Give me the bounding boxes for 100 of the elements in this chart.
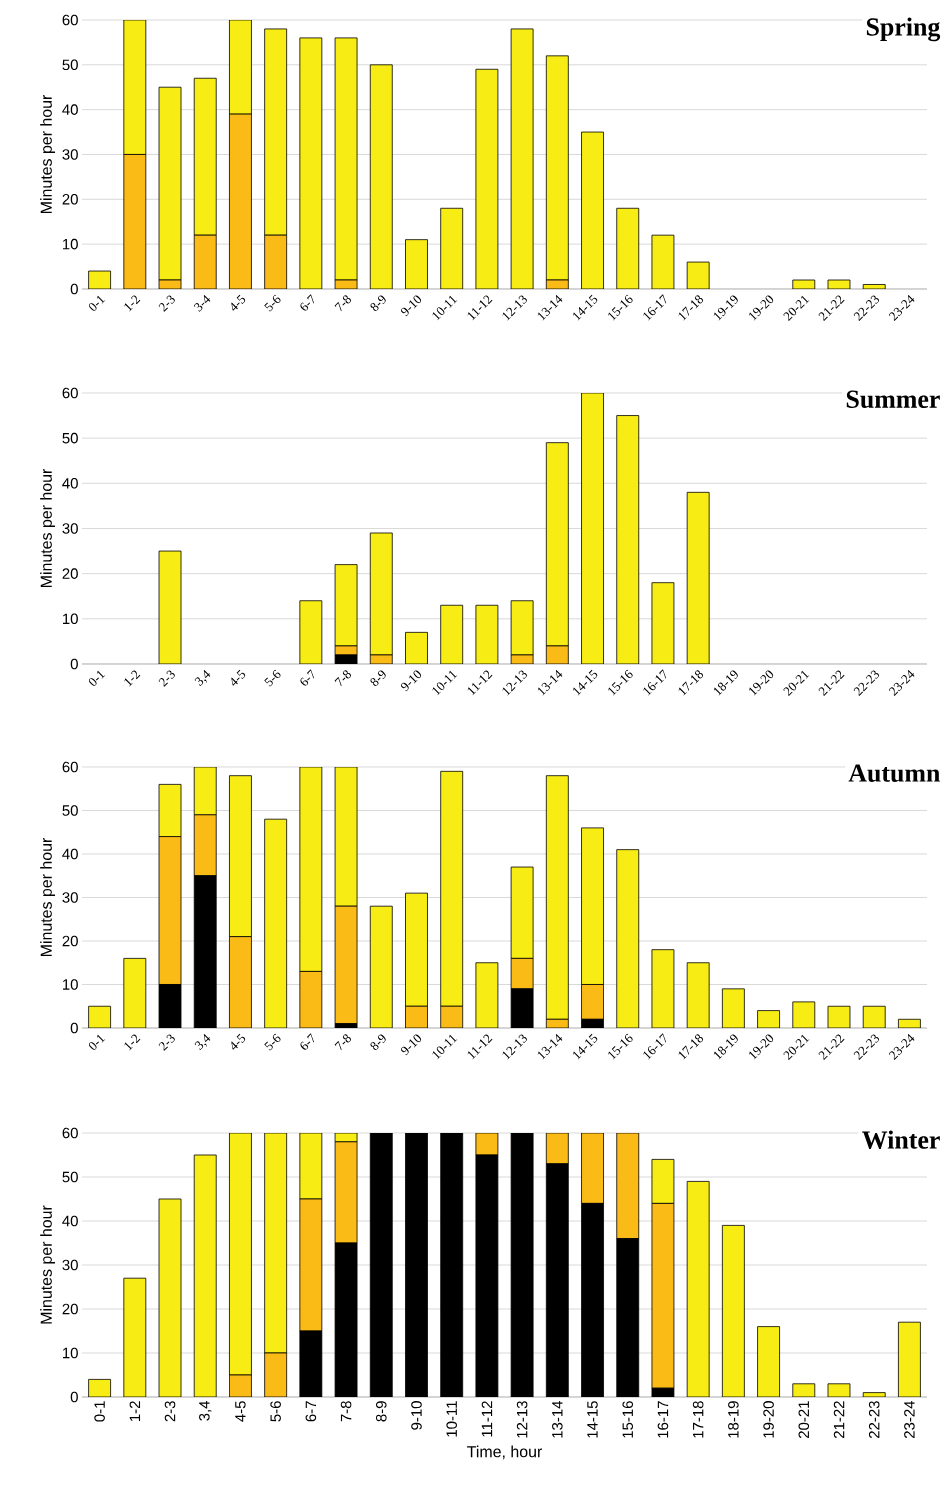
y-tick-label: 20 <box>62 1303 78 1315</box>
bar <box>123 1277 147 1397</box>
bar <box>721 1225 745 1397</box>
x-tick-label: 9-10 <box>401 1034 422 1056</box>
bar <box>369 64 393 289</box>
x-tick-label: 7-8 <box>334 295 351 312</box>
y-tick-label: 0 <box>70 1391 78 1403</box>
y-tick-label: 20 <box>62 935 78 947</box>
x-axis-title: Time, hour <box>467 1445 543 1460</box>
x-tick-label: 11-12 <box>481 1401 493 1437</box>
x-tick-label: 17-18 <box>692 1401 704 1438</box>
bar <box>264 1352 288 1397</box>
y-tick-label: 50 <box>62 805 78 816</box>
y-tick-label: 0 <box>70 283 78 295</box>
y-tick-label: 10 <box>63 613 78 625</box>
y-tick-label: 30 <box>62 523 78 534</box>
x-tick-label: 3-4 <box>193 294 211 312</box>
bar <box>193 814 217 877</box>
y-tick-label: 50 <box>62 59 78 71</box>
x-tick-label: 7-8 <box>334 1034 351 1051</box>
y-axis-title: Minutes per hour <box>40 94 56 213</box>
chart-title: Winter <box>862 1130 940 1149</box>
bar <box>581 1133 604 1204</box>
bar <box>264 818 288 1028</box>
x-tick-label: 3,4 <box>199 1400 212 1421</box>
x-tick-label: 18-19 <box>728 1401 739 1438</box>
x-tick-label: 6-7 <box>300 1033 314 1050</box>
x-tick-label: 0-1 <box>88 670 106 686</box>
y-axis-title: Minutes per hour <box>40 1205 56 1324</box>
x-tick-label: 3,4 <box>194 669 211 686</box>
bar <box>229 936 252 1028</box>
bar <box>405 239 428 289</box>
y-tick-label: 40 <box>62 478 78 489</box>
bar <box>193 1154 217 1397</box>
x-tick-label: 9-10 <box>411 1401 422 1430</box>
bar <box>299 1198 323 1332</box>
bar <box>440 604 464 664</box>
bar <box>334 905 358 1025</box>
x-tick-label: 7-8 <box>334 670 351 687</box>
bar <box>792 1001 816 1028</box>
y-tick-label: 30 <box>62 149 78 160</box>
x-tick-label: 5-6 <box>264 1033 281 1051</box>
bar <box>334 1141 358 1244</box>
bar <box>651 1203 675 1389</box>
bar <box>158 836 182 985</box>
x-tick-label: 19-20 <box>763 1401 774 1438</box>
bar <box>510 28 534 289</box>
bar <box>651 949 675 1028</box>
chart-title: Summer <box>846 390 940 408</box>
x-tick-label: 9-10 <box>401 670 422 692</box>
y-tick-label: 50 <box>62 432 78 444</box>
bar <box>475 68 499 289</box>
chart-title: Spring <box>866 17 941 42</box>
bar <box>616 849 640 1028</box>
bar <box>123 154 147 289</box>
y-tick-label: 20 <box>62 194 78 205</box>
x-tick-label: 10-11 <box>446 1401 457 1437</box>
y-tick-label: 0 <box>70 1022 78 1034</box>
x-tick-label: 20-21 <box>798 1401 810 1438</box>
y-tick-label: 60 <box>62 761 78 773</box>
x-tick-label: 8-9 <box>370 1034 386 1051</box>
bar <box>264 234 288 289</box>
y-tick-label: 40 <box>62 104 78 115</box>
bar <box>299 37 323 289</box>
bar <box>616 1133 640 1239</box>
x-tick-label: 4-5 <box>231 294 246 311</box>
bar <box>757 1010 780 1028</box>
bar <box>581 392 604 664</box>
y-tick-label: 40 <box>62 848 78 860</box>
y-tick-label: 10 <box>63 238 78 250</box>
bar <box>581 131 604 289</box>
y-axis-title: Minutes per hour <box>40 837 56 956</box>
x-tick-label: 5-6 <box>264 669 281 687</box>
bar <box>686 1181 710 1397</box>
x-tick-label: 16-17 <box>657 1401 669 1438</box>
bar <box>757 1326 780 1397</box>
bar <box>158 1198 182 1397</box>
x-tick-label: 1-2 <box>124 670 141 687</box>
x-tick-label: 2-3 <box>158 670 175 687</box>
bar <box>88 1005 112 1028</box>
y-tick-label: 30 <box>62 1259 78 1271</box>
bar <box>440 207 464 289</box>
bar <box>405 631 428 664</box>
y-tick-label: 20 <box>62 568 78 579</box>
x-tick-label: 14-15 <box>587 1401 598 1438</box>
bar <box>898 1321 921 1397</box>
x-tick-label: 2-3 <box>164 1401 176 1422</box>
bar <box>686 491 710 664</box>
bar <box>898 1018 921 1028</box>
x-tick-label: 7-8 <box>340 1401 352 1422</box>
y-tick-label: 10 <box>63 979 78 990</box>
x-tick-label: 23-24 <box>904 1400 915 1438</box>
bar <box>686 261 710 289</box>
x-tick-label: 5-6 <box>264 294 281 312</box>
bar <box>792 1383 816 1397</box>
x-tick-label: 4-5 <box>231 1033 246 1050</box>
bar <box>827 1383 851 1397</box>
bar <box>475 962 499 1028</box>
bar <box>510 866 534 959</box>
bar <box>827 279 851 289</box>
